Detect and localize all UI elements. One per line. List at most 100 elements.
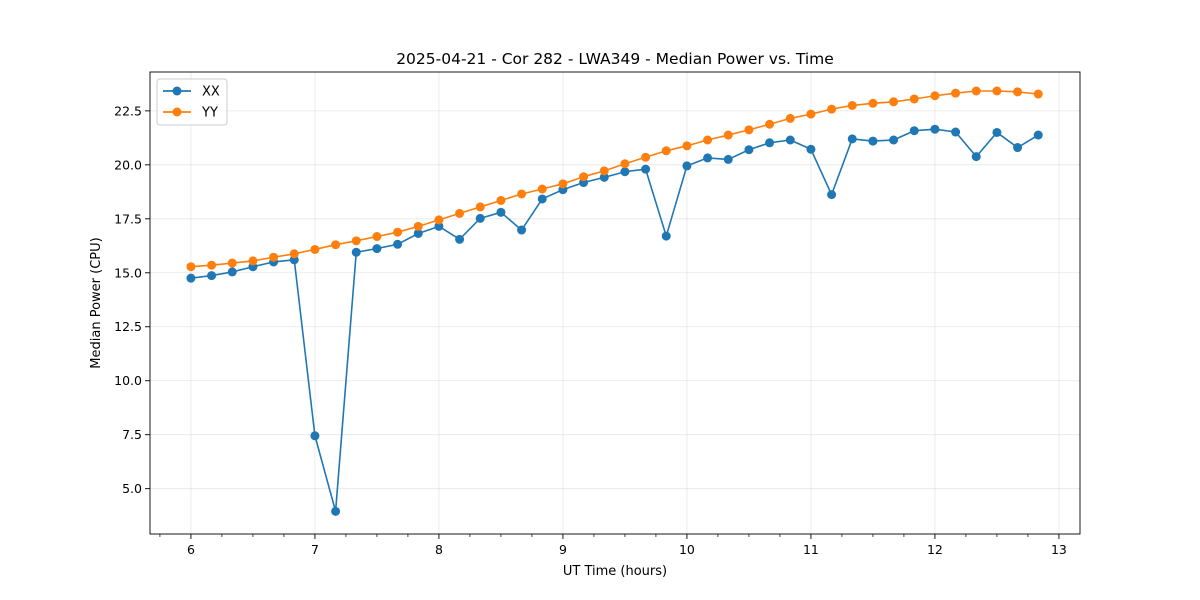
y-tick-label: 10.0: [114, 373, 142, 388]
x-tick-label: 7: [311, 542, 319, 557]
y-tick-label: 20.0: [114, 157, 142, 172]
data-point-yy: [475, 202, 485, 212]
data-point-xx: [971, 152, 981, 162]
data-point-yy: [434, 215, 444, 225]
y-tick-label: 7.5: [122, 427, 142, 442]
y-tick-label: 12.5: [114, 319, 142, 334]
x-tick-label: 10: [679, 542, 695, 557]
x-tick-label: 11: [803, 542, 819, 557]
data-point-yy: [310, 244, 320, 254]
data-point-yy: [971, 86, 981, 96]
data-point-yy: [703, 135, 713, 145]
data-point-yy: [806, 109, 816, 119]
data-point-xx: [496, 207, 506, 217]
data-point-xx: [393, 239, 403, 249]
data-point-xx: [310, 431, 320, 441]
data-point-xx: [889, 135, 899, 145]
data-point-xx: [744, 145, 754, 155]
data-point-yy: [765, 119, 775, 129]
data-point-xx: [517, 225, 527, 235]
data-point-xx: [868, 136, 878, 146]
data-point-xx: [1033, 130, 1043, 140]
data-point-yy: [248, 256, 258, 266]
data-point-yy: [1013, 87, 1023, 97]
data-point-yy: [868, 98, 878, 108]
data-point-xx: [930, 124, 940, 134]
data-point-xx: [455, 234, 465, 244]
data-point-xx: [186, 273, 196, 283]
data-point-xx: [641, 164, 651, 174]
chart-title: 2025-04-21 - Cor 282 - LWA349 - Median P…: [396, 50, 834, 68]
data-point-xx: [765, 138, 775, 148]
data-point-yy: [393, 227, 403, 237]
data-point-yy: [599, 166, 609, 176]
data-point-yy: [1033, 89, 1043, 99]
y-tick-label: 15.0: [114, 265, 142, 280]
x-tick-label: 6: [187, 542, 195, 557]
y-axis-label: Median Power (CPU): [89, 237, 104, 368]
legend-marker-xx: [172, 86, 182, 96]
data-point-yy: [992, 86, 1002, 96]
data-point-xx: [372, 244, 382, 254]
data-point-yy: [207, 260, 217, 270]
data-point-yy: [227, 258, 237, 268]
y-tick-label: 22.5: [114, 103, 142, 118]
data-point-yy: [517, 189, 527, 199]
data-point-yy: [537, 184, 547, 194]
gridlines: [150, 72, 1080, 534]
data-point-xx: [351, 247, 361, 257]
data-point-xx: [909, 126, 919, 136]
data-point-yy: [744, 125, 754, 135]
data-point-yy: [558, 179, 568, 189]
data-point-yy: [930, 91, 940, 101]
plot-frame: [149, 71, 1081, 535]
data-point-xx: [723, 154, 733, 164]
y-tick-label: 5.0: [122, 481, 142, 496]
x-tick-label: 13: [1051, 542, 1067, 557]
data-point-xx: [331, 506, 341, 516]
data-point-yy: [785, 113, 795, 123]
x-axis-label: UT Time (hours): [563, 564, 667, 579]
series-layer: [186, 86, 1043, 516]
legend-label-xx: XX: [202, 85, 220, 100]
data-point-xx: [599, 172, 609, 182]
legend: XX YY: [156, 78, 228, 126]
data-point-yy: [372, 232, 382, 242]
data-point-xx: [785, 135, 795, 145]
data-point-yy: [661, 146, 671, 156]
data-point-xx: [413, 228, 423, 238]
data-point-xx: [434, 221, 444, 231]
data-point-yy: [455, 208, 465, 218]
data-point-xx: [847, 134, 857, 144]
data-point-yy: [909, 94, 919, 104]
data-point-xx: [703, 153, 713, 163]
axis-ticks: 6 7 8 9 10 11 12 13 5.0 7.5 10.0 12.5 15.0 17.5 20.0 22…: [114, 103, 1067, 557]
data-point-yy: [186, 262, 196, 272]
data-point-yy: [889, 97, 899, 107]
legend-label-yy: YY: [201, 106, 218, 121]
data-point-xx: [207, 271, 217, 281]
data-point-yy: [351, 236, 361, 246]
data-point-xx: [682, 161, 692, 171]
data-point-xx: [992, 127, 1002, 137]
data-point-yy: [682, 141, 692, 151]
legend-marker-yy: [172, 107, 182, 117]
data-point-yy: [827, 104, 837, 114]
data-point-yy: [847, 100, 857, 110]
data-point-yy: [331, 240, 341, 250]
data-point-yy: [951, 88, 961, 98]
data-point-xx: [1013, 143, 1023, 153]
data-point-yy: [289, 249, 299, 259]
x-tick-label: 8: [435, 542, 443, 557]
data-point-xx: [661, 231, 671, 241]
y-tick-label: 17.5: [114, 211, 142, 226]
data-point-xx: [537, 194, 547, 204]
data-point-yy: [269, 252, 279, 262]
data-point-xx: [827, 190, 837, 200]
data-point-yy: [641, 152, 651, 162]
data-point-yy: [723, 130, 733, 140]
data-point-yy: [496, 195, 506, 205]
data-point-yy: [620, 159, 630, 169]
x-tick-label: 12: [927, 542, 943, 557]
